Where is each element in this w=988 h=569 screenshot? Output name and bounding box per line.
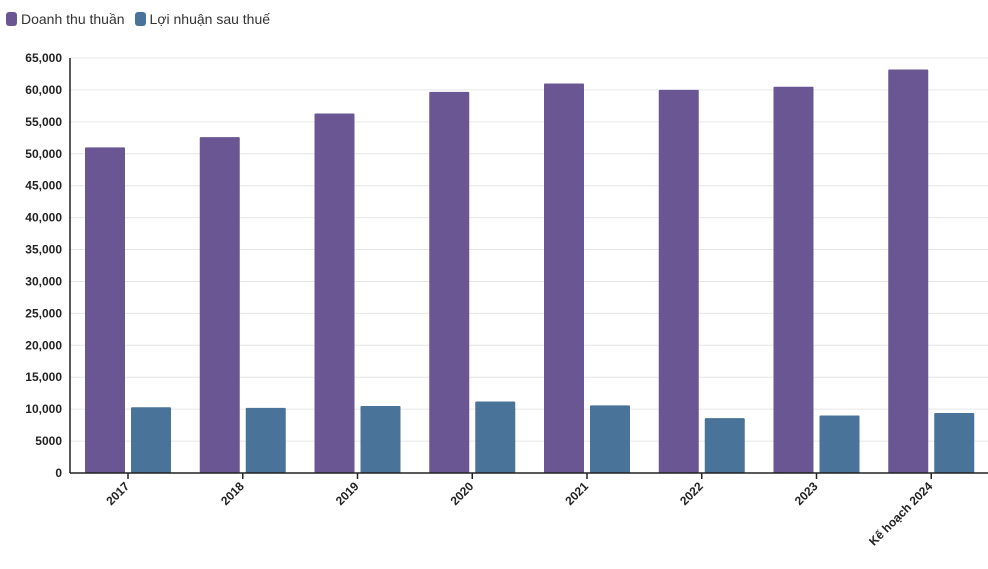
bar-profit — [131, 407, 171, 473]
chart-legend: Doanh thu thuần Lợi nhuận sau thuế — [6, 9, 270, 29]
x-tick-label: Kế hoạch 2024 — [866, 479, 936, 549]
x-tick-label: 2020 — [448, 479, 477, 508]
legend-swatch-revenue — [6, 12, 17, 26]
bar-profit — [360, 405, 401, 473]
x-tick-label: 2021 — [562, 479, 591, 508]
y-tick-label: 55,000 — [25, 115, 62, 129]
x-tick-label: 2019 — [333, 479, 362, 508]
bar-revenue — [199, 137, 240, 473]
y-tick-label: 40,000 — [25, 211, 62, 225]
x-tick-label: 2018 — [218, 479, 247, 508]
x-tick-label: 2017 — [103, 479, 132, 508]
bar-profit — [704, 418, 745, 473]
legend-swatch-profit — [134, 12, 146, 26]
y-tick-label: 5000 — [35, 434, 62, 448]
bar-revenue — [658, 89, 699, 473]
y-tick-label: 35,000 — [25, 243, 62, 257]
y-tick-label: 0 — [55, 466, 62, 480]
bar-profit — [245, 407, 286, 473]
bar-revenue — [314, 113, 355, 474]
y-tick-label: 45,000 — [25, 179, 62, 193]
bar-revenue — [429, 91, 470, 473]
bar-revenue — [773, 86, 814, 473]
bar-profit — [475, 401, 516, 473]
y-tick-label: 25,000 — [25, 306, 62, 320]
y-tick-label: 10,000 — [25, 402, 62, 416]
bar-revenue — [85, 147, 125, 473]
legend-label-profit: Lợi nhuận sau thuế — [149, 11, 271, 27]
bar-profit — [819, 415, 860, 473]
bar-revenue — [544, 83, 584, 474]
x-tick-label: 2023 — [792, 479, 821, 508]
y-tick-label: 30,000 — [25, 274, 62, 288]
bar-profit — [590, 405, 630, 473]
bar-revenue — [888, 69, 929, 473]
y-tick-label: 50,000 — [25, 147, 62, 161]
y-tick-label: 20,000 — [25, 338, 62, 352]
bar-profit — [934, 412, 975, 473]
y-tick-label: 65,000 — [25, 51, 62, 65]
x-tick-label: 2022 — [677, 479, 706, 508]
legend-item-profit[interactable]: Lợi nhuận sau thuế — [134, 11, 271, 27]
legend-label-revenue: Doanh thu thuần — [21, 11, 125, 27]
y-tick-label: 60,000 — [25, 83, 62, 97]
legend-item-revenue[interactable]: Doanh thu thuần — [6, 11, 125, 27]
y-tick-label: 15,000 — [25, 370, 62, 384]
